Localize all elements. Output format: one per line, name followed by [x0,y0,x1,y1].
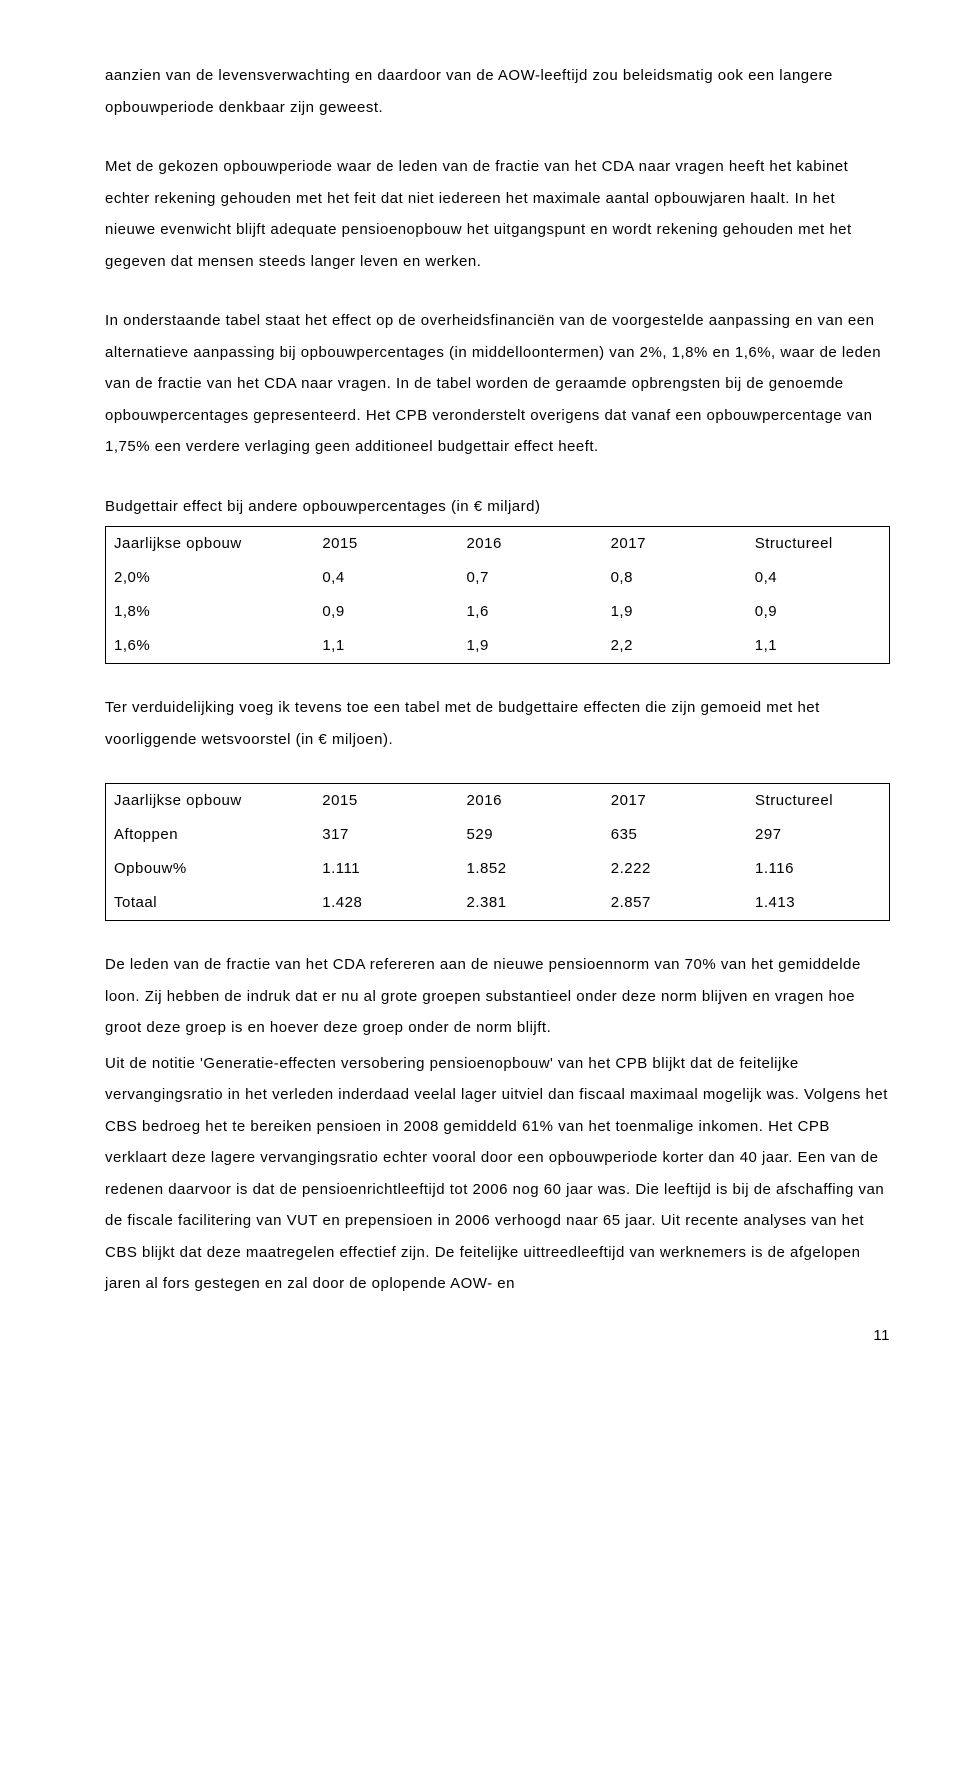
table-header: 2016 [458,527,602,562]
table-cell: 1.428 [314,886,458,921]
table-cell: 2.381 [459,886,603,921]
table-row: Totaal 1.428 2.381 2.857 1.413 [106,886,890,921]
paragraph-6: Uit de notitie 'Generatie-effecten verso… [105,1048,890,1300]
table-cell: 0,7 [458,561,602,595]
table-cell: 0,4 [747,561,890,595]
table-cell: 1.111 [314,852,458,886]
table-cell: 2,0% [106,561,315,595]
table-cell: 1.116 [747,852,889,886]
table-header: 2015 [314,527,458,562]
table-2: Jaarlijkse opbouw 2015 2016 2017 Structu… [105,783,890,921]
table-cell: 0,9 [747,595,890,629]
table-cell: 2.222 [603,852,747,886]
table-row: 1,6% 1,1 1,9 2,2 1,1 [106,629,890,664]
paragraph-3: In onderstaande tabel staat het effect o… [105,305,890,463]
table-cell: 1,9 [458,629,602,664]
table-cell: 0,9 [314,595,458,629]
table-cell: 635 [603,818,747,852]
table-cell: 1,1 [314,629,458,664]
table-cell: 2.857 [603,886,747,921]
table-cell: 1,8% [106,595,315,629]
paragraph-4: Ter verduidelijking voeg ik tevens toe e… [105,692,890,755]
table-cell: 529 [459,818,603,852]
paragraph-2: Met de gekozen opbouwperiode waar de led… [105,151,890,277]
table-cell: 0,4 [314,561,458,595]
table-header: 2016 [459,784,603,819]
table-cell: 1,6% [106,629,315,664]
table-cell: 1.413 [747,886,889,921]
table-header: 2015 [314,784,458,819]
table-row: Jaarlijkse opbouw 2015 2016 2017 Structu… [106,784,890,819]
table-row: 2,0% 0,4 0,7 0,8 0,4 [106,561,890,595]
table-cell: 2,2 [603,629,747,664]
table-header: Jaarlijkse opbouw [106,784,315,819]
table-row: Aftoppen 317 529 635 297 [106,818,890,852]
table-cell: Totaal [106,886,315,921]
table-cell: 1.852 [459,852,603,886]
table-cell: 317 [314,818,458,852]
table-header: 2017 [603,527,747,562]
table-cell: Opbouw% [106,852,315,886]
table-1: Jaarlijkse opbouw 2015 2016 2017 Structu… [105,526,890,664]
table-cell: 297 [747,818,889,852]
table-row: Jaarlijkse opbouw 2015 2016 2017 Structu… [106,527,890,562]
table-cell: 1,1 [747,629,890,664]
paragraph-1: aanzien van de levensverwachting en daar… [105,60,890,123]
paragraph-5: De leden van de fractie van het CDA refe… [105,949,890,1044]
table-header: Jaarlijkse opbouw [106,527,315,562]
table-cell: Aftoppen [106,818,315,852]
table-header: Structureel [747,784,889,819]
table-cell: 1,6 [458,595,602,629]
table-row: 1,8% 0,9 1,6 1,9 0,9 [106,595,890,629]
table-1-caption: Budgettair effect bij andere opbouwperce… [105,491,890,523]
table-cell: 0,8 [603,561,747,595]
table-row: Opbouw% 1.111 1.852 2.222 1.116 [106,852,890,886]
table-header: Structureel [747,527,890,562]
table-header: 2017 [603,784,747,819]
page-number: 11 [105,1320,890,1352]
table-cell: 1,9 [603,595,747,629]
